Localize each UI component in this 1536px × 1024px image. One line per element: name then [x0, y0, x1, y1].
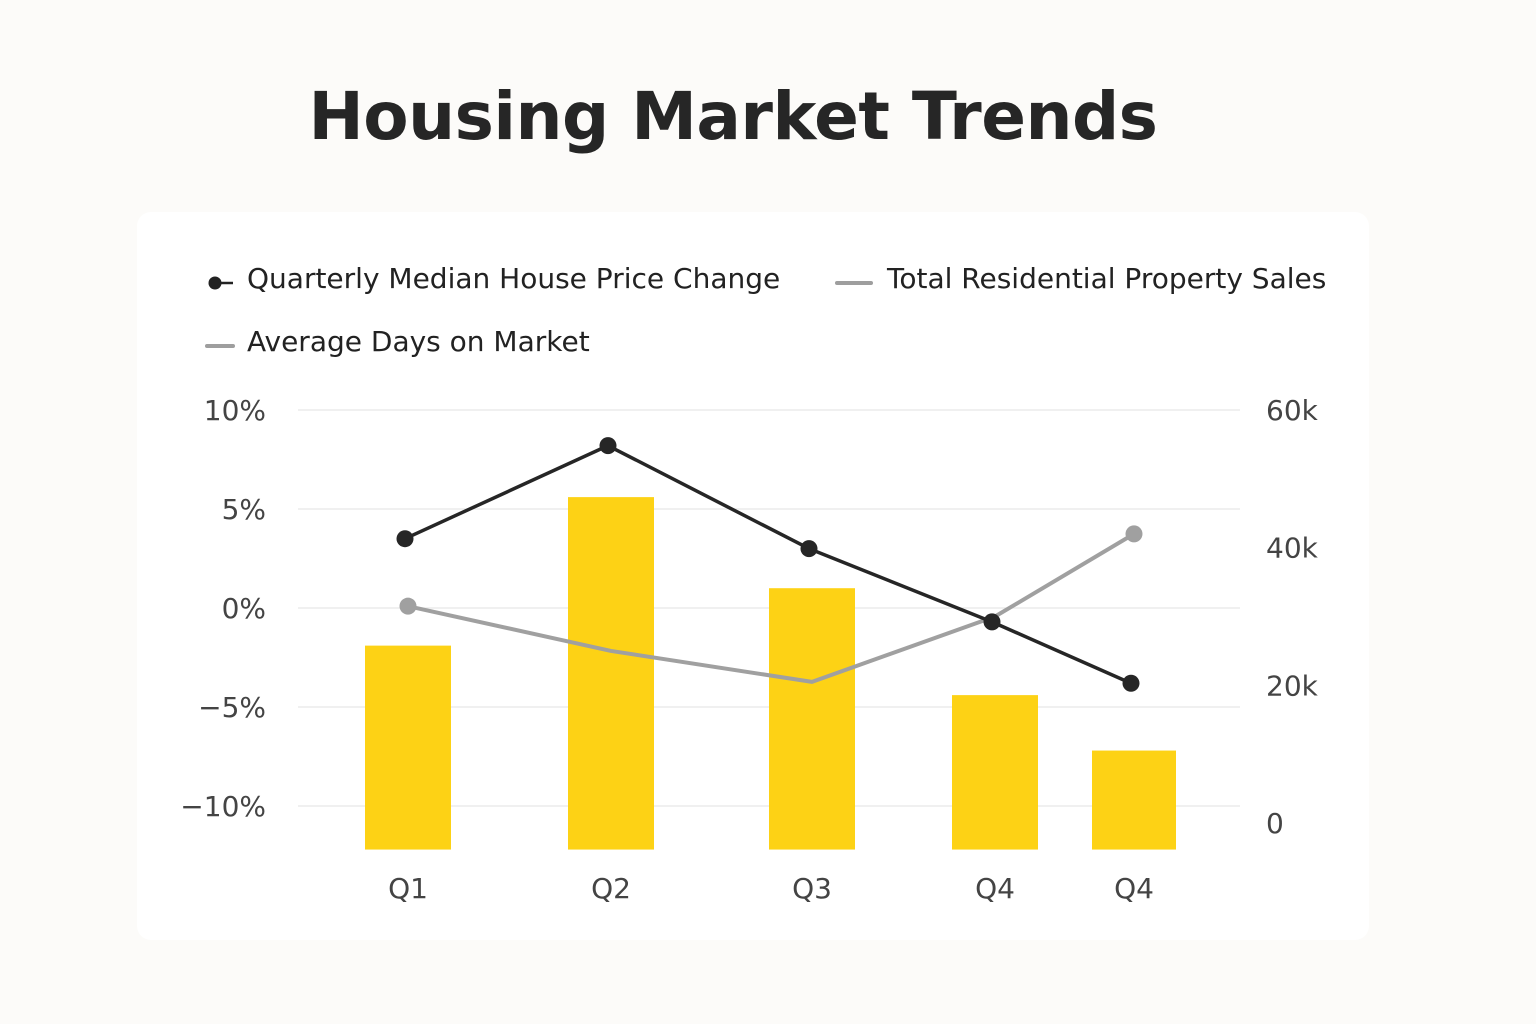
legend-item-property-sales[interactable]: Total Residential Property Sales [835, 262, 1326, 295]
data-point-price [800, 540, 818, 558]
series-line-days-on-market [406, 531, 1136, 684]
bar [952, 695, 1038, 850]
x-tick-label: Q3 [792, 872, 832, 905]
bar [769, 588, 855, 850]
x-tick-label: Q4 [1114, 872, 1154, 905]
legend-item-days-on-market[interactable]: Average Days on Market [205, 325, 590, 358]
data-point-price [599, 437, 617, 455]
data-point-price [983, 613, 1001, 631]
line-marker-icon [835, 268, 875, 290]
y-right-tick-label: 60k [1266, 394, 1319, 427]
bar [1092, 750, 1176, 850]
legend-label: Quarterly Median House Price Change [247, 262, 781, 295]
y-left-tick-label: 0% [222, 592, 266, 625]
chart-title: Housing Market Trends [308, 78, 1158, 155]
y-right-tick-label: 40k [1266, 532, 1319, 565]
y-left-tick-label: −5% [198, 691, 266, 724]
bar [568, 497, 654, 850]
legend-item-price-change[interactable]: Quarterly Median House Price Change [205, 262, 780, 295]
series-line-price-change [404, 443, 1132, 685]
data-point-price [1122, 674, 1140, 692]
data-point-days [1125, 525, 1143, 543]
bar [365, 645, 451, 850]
line-dot-marker-icon [205, 268, 235, 290]
x-tick-label: Q1 [388, 872, 428, 905]
y-right-tick-label: 0 [1266, 807, 1284, 840]
legend-label: Average Days on Market [247, 325, 590, 358]
y-left-tick-label: −10% [180, 790, 266, 823]
data-point-price [396, 530, 414, 548]
x-tick-label: Q4 [975, 872, 1015, 905]
y-right-tick-label: 20k [1266, 669, 1319, 702]
y-left-tick-label: 5% [222, 493, 266, 526]
x-tick-label: Q2 [591, 872, 631, 905]
data-point-days [399, 597, 417, 615]
y-left-tick-label: 10% [204, 394, 266, 427]
line-marker-icon [205, 331, 235, 353]
legend-label: Total Residential Property Sales [887, 262, 1327, 295]
